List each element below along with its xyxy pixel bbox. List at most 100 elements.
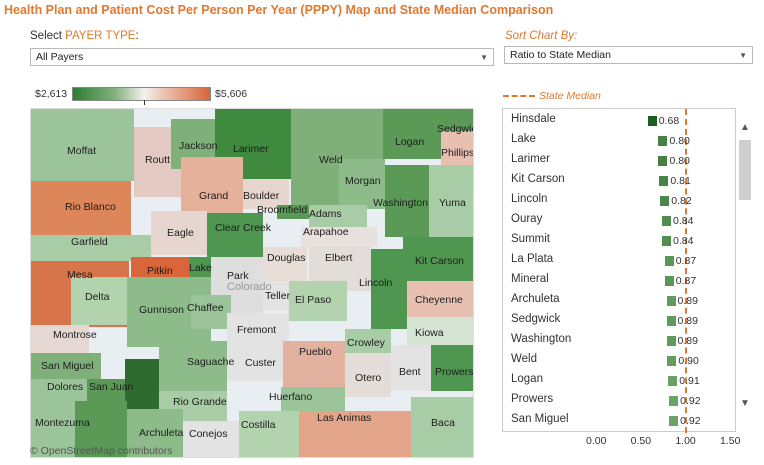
chart-row-label: Summit [511, 233, 550, 245]
chart-bar[interactable] [662, 236, 672, 246]
scroll-thumb[interactable] [739, 140, 751, 200]
chart-bar[interactable] [669, 396, 679, 406]
county-label: Fremont [237, 324, 277, 336]
county-bent[interactable] [391, 345, 431, 391]
county-broomfield[interactable] [277, 205, 311, 219]
county-label: Grand [199, 190, 229, 202]
county-adams[interactable] [309, 205, 367, 227]
county-montrose[interactable] [31, 325, 89, 353]
county-saguache[interactable] [159, 341, 227, 391]
county-el-paso[interactable] [289, 281, 347, 321]
chart-bar[interactable] [668, 376, 678, 386]
chart-bar[interactable] [658, 156, 668, 166]
county-eagle[interactable] [151, 211, 207, 255]
county-pueblo[interactable] [283, 341, 345, 387]
chart-row-label: Washington [511, 333, 572, 345]
county-custer[interactable] [227, 349, 283, 381]
county-delta[interactable] [71, 277, 131, 325]
county-label: Kit Carson [415, 255, 465, 267]
chart-bar[interactable] [660, 196, 670, 206]
county-washington[interactable] [385, 165, 429, 237]
county-costilla[interactable] [239, 411, 299, 457]
county-montezuma[interactable] [31, 401, 75, 457]
county-label: Adams [309, 208, 342, 220]
payer-type-dropdown[interactable]: All Payers ▼ [30, 48, 494, 66]
county-label: Jackson [179, 140, 218, 152]
chart-bar[interactable] [666, 296, 676, 306]
county-la-plata[interactable] [75, 401, 127, 457]
county-moffat[interactable] [31, 109, 134, 181]
chart-bar[interactable] [659, 176, 669, 186]
chart-row-label: San Miguel [511, 413, 569, 425]
county-baca[interactable] [411, 397, 473, 457]
county-san-juan[interactable] [87, 379, 125, 401]
county-label: Sedgwick [437, 123, 473, 135]
county-crowley[interactable] [345, 329, 391, 353]
chart-bar[interactable] [664, 256, 674, 266]
county-label: Phillips [441, 147, 474, 159]
county-sedgwick[interactable] [436, 109, 473, 131]
scroll-down-icon[interactable]: ▼ [740, 398, 750, 409]
color-legend-bar [72, 87, 211, 101]
sort-chart-dropdown[interactable]: Ratio to State Median ▼ [504, 46, 753, 64]
county-label: Huerfano [269, 391, 313, 403]
county-hinsdale[interactable] [125, 359, 159, 409]
county-prowers[interactable] [431, 345, 473, 391]
county-label: El Paso [295, 294, 332, 306]
county-chaffee[interactable] [191, 295, 231, 329]
county-conejos[interactable] [183, 421, 239, 457]
county-arapahoe[interactable] [301, 227, 377, 247]
county-logan[interactable] [383, 109, 441, 159]
chevron-down-icon: ▼ [480, 53, 488, 62]
chart-bar[interactable] [658, 136, 668, 146]
county-label: Douglas [267, 252, 306, 264]
chart-bar[interactable] [647, 116, 657, 126]
county-huerfano[interactable] [281, 387, 345, 411]
county-kit-carson[interactable] [403, 237, 473, 281]
county-dolores[interactable] [31, 379, 87, 401]
chart-bar[interactable] [666, 316, 676, 326]
county-boulder[interactable] [243, 179, 289, 209]
scroll-up-icon[interactable]: ▲ [740, 122, 750, 133]
chart-bar[interactable] [664, 276, 674, 286]
chart-bar[interactable] [667, 356, 677, 366]
county-las-animas[interactable] [299, 411, 411, 457]
legend-max-value: $5,606 [215, 88, 248, 100]
county-san-miguel[interactable] [31, 353, 101, 379]
county-morgan[interactable] [339, 159, 385, 209]
county-rio-blanco[interactable] [31, 181, 131, 235]
chart-bar[interactable] [669, 416, 679, 426]
county-archuleta[interactable] [127, 409, 183, 457]
bar-value-label: 0.81 [670, 175, 691, 187]
county-label: Garfield [71, 236, 108, 248]
county-lincoln[interactable] [371, 249, 407, 329]
bar-value-label: 0.84 [673, 235, 694, 247]
county-label: Archuleta [139, 427, 184, 439]
county-teller[interactable] [263, 281, 289, 311]
county-otero[interactable] [345, 353, 391, 397]
county-garfield[interactable] [31, 235, 151, 261]
county-yuma[interactable] [429, 165, 473, 237]
county-label: Logan [395, 136, 425, 148]
chart-bar[interactable] [666, 336, 676, 346]
county-fremont[interactable] [227, 313, 289, 349]
county-cheyenne[interactable] [407, 281, 473, 317]
colorado-county-map[interactable]: Moffat Routt Jackson Larimer Weld Logan … [30, 108, 474, 458]
chart-scrollbar[interactable]: ▲ ▼ [738, 108, 752, 418]
county-phillips[interactable] [441, 131, 473, 165]
county-douglas[interactable] [263, 247, 307, 281]
county-label: Costilla [241, 419, 276, 431]
county-pitkin[interactable] [131, 257, 191, 277]
county-clear-creek[interactable] [207, 213, 263, 257]
county-label: Custer [245, 357, 276, 369]
chart-row-label: Weld [511, 353, 537, 365]
county-kiowa[interactable] [407, 317, 473, 345]
ratio-bar-chart: Hinsdale 0.68 Lake 0.80 Larimer 0.80 Kit Carso… [502, 108, 736, 433]
county-grand[interactable] [181, 157, 243, 213]
county-label: Chaffee [187, 302, 224, 314]
county-label: Saguache [187, 356, 235, 368]
county-lake[interactable] [189, 257, 211, 281]
chart-bar[interactable] [662, 216, 672, 226]
county-label: Montezuma [35, 417, 90, 429]
bar-value-label: 0.68 [658, 115, 680, 127]
